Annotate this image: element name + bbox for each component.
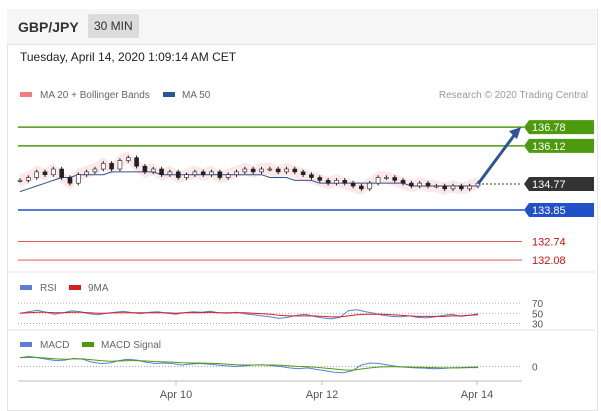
chart-header: GBP/JPY 30 MIN (7, 9, 596, 45)
price-candle (117, 160, 123, 170)
legend-9ma-label: 9MA (88, 283, 109, 294)
projection-arrow-head (509, 127, 521, 140)
level-label-3: 133.85 (532, 205, 566, 217)
copyright: Research © 2020 Trading Central (439, 90, 588, 101)
price-candle (234, 171, 239, 175)
x-tick-label-1: Apr 12 (306, 389, 338, 401)
legend-rsi-swatch (20, 285, 32, 290)
price-panel: 136.78 136.12 134.77 133.85 132.74 132.08 (17, 120, 594, 267)
price-candle (434, 185, 439, 188)
price-candle (109, 163, 114, 170)
period-selector[interactable]: 30 MIN (88, 14, 139, 38)
level-tag-3 (524, 203, 594, 218)
level-label-2: 134.77 (532, 179, 566, 191)
price-candle (450, 185, 456, 190)
price-candle (209, 171, 214, 175)
legend-macd-swatch (20, 342, 32, 347)
rsi-line-a (19, 309, 479, 320)
legend-signal-label: MACD Signal (101, 340, 161, 351)
price-candle (267, 168, 273, 171)
price-candle (309, 174, 314, 178)
legend-ma50-label: MA 50 (182, 90, 211, 101)
symbol-label: GBP/JPY (18, 19, 79, 35)
price-candle (84, 171, 89, 175)
price-candle (300, 171, 306, 175)
price-candle (17, 180, 23, 182)
level-tag-2 (524, 177, 594, 192)
projection-arrow-line (476, 133, 517, 185)
level-label-0: 136.78 (532, 122, 566, 134)
legend-9ma-swatch (69, 285, 81, 290)
legend-ma20-swatch (20, 92, 32, 97)
price-candle (317, 177, 323, 181)
price-candle (134, 157, 139, 167)
price-candle (34, 171, 39, 178)
macd-line-b (19, 356, 478, 371)
macd-panel: 0 (18, 355, 538, 373)
x-tick-label-0: Apr 10 (160, 389, 192, 401)
price-candle (192, 171, 198, 175)
price-candle (342, 180, 348, 184)
price-candle (167, 171, 173, 175)
legend-signal-swatch (82, 342, 94, 347)
price-candle (392, 177, 398, 181)
price-candle (259, 168, 264, 173)
price-candle (92, 168, 98, 173)
rsi-tick-label-0: 70 (532, 299, 544, 310)
price-candle (100, 163, 106, 170)
legend-ma20-label: MA 20 + Bollinger Bands (40, 90, 150, 101)
level-label-1: 136.12 (532, 141, 566, 153)
price-candle (242, 168, 248, 173)
rsi-line-b (19, 311, 479, 318)
price-candle (59, 168, 64, 178)
price-candle (409, 182, 414, 187)
price-candle (217, 171, 223, 178)
rsi-tick-label-2: 30 (532, 319, 544, 330)
price-candle (51, 168, 56, 175)
price-candle (459, 185, 464, 190)
price-candle (150, 168, 156, 173)
price-candle (375, 177, 381, 184)
price-candle (159, 168, 164, 175)
level-tag-1 (524, 138, 594, 153)
price-candle (467, 185, 472, 190)
legend-ma50-swatch (163, 92, 175, 97)
price-candle (275, 168, 281, 173)
level-label-4: 132.74 (532, 236, 566, 248)
rsi-tick-label-1: 50 (532, 309, 544, 320)
price-candle (200, 171, 206, 175)
price-candle (284, 168, 289, 173)
legend-macd-label: MACD (40, 340, 69, 351)
price-candle (67, 177, 73, 184)
x-tick-label-2: Apr 14 (461, 389, 493, 401)
price-candle (184, 174, 189, 178)
legend-rsi-label: RSI (40, 283, 57, 294)
price-candle (75, 174, 81, 184)
price-candle (175, 171, 181, 178)
price-candle (225, 174, 231, 178)
price-candle (417, 182, 423, 187)
price-candle (142, 165, 148, 173)
price-candle (384, 177, 389, 179)
price-candle (26, 177, 31, 181)
timestamp: Tuesday, April 14, 2020 1:09:14 AM CET (20, 50, 237, 64)
level-label-5: 132.08 (532, 255, 566, 267)
price-candle (425, 182, 431, 187)
price-candle (350, 182, 356, 187)
price-candle (442, 185, 447, 190)
price-candle (325, 180, 331, 184)
price-candle (250, 168, 256, 173)
price-candle (400, 180, 406, 184)
price-candle (292, 168, 298, 173)
price-candle (42, 171, 48, 175)
level-tag-0 (524, 120, 594, 135)
price-candle (359, 185, 364, 190)
price-candle (367, 182, 373, 190)
macd-tick-label-0: 0 (532, 362, 538, 373)
price-candle (125, 157, 131, 161)
price-candle (334, 180, 339, 184)
